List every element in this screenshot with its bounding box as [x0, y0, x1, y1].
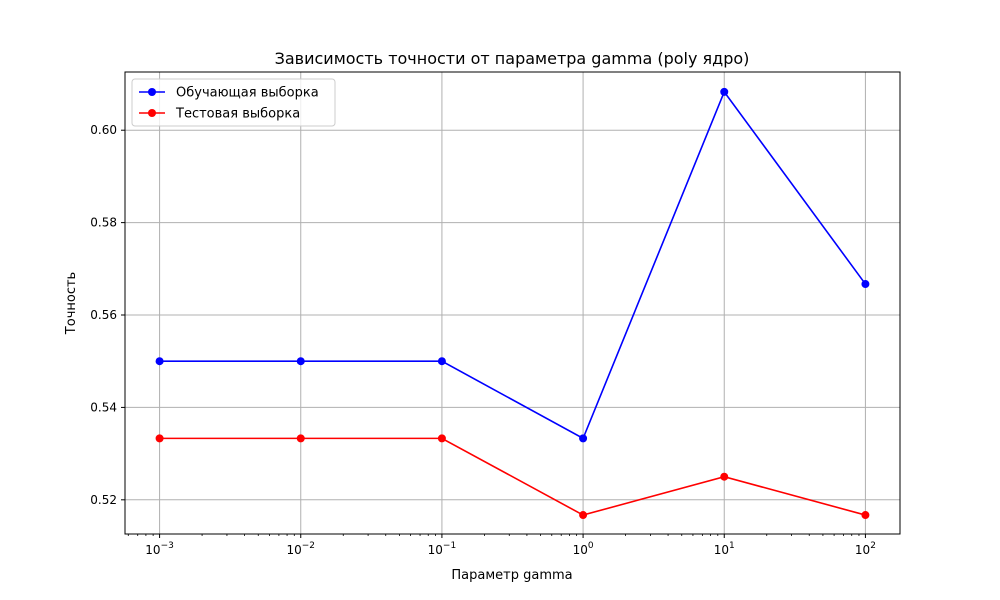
- series-2-point: [437, 434, 446, 443]
- y-tick-label: 0.52: [90, 493, 117, 507]
- legend-label-1: Обучающая выборка: [176, 86, 319, 101]
- y-tick-label: 0.60: [90, 123, 117, 137]
- series-1-point: [437, 357, 446, 366]
- x-axis-ticks: 10−3 10−2 10−1 100 101 102: [127, 534, 876, 557]
- series-1-point: [720, 87, 729, 96]
- x-tick-label: 10−3: [145, 541, 174, 557]
- series-layer: [155, 87, 870, 520]
- series-1-point: [296, 357, 305, 366]
- x-tick-label: 101: [714, 541, 735, 557]
- y-tick-label: 0.56: [90, 308, 117, 322]
- legend-marker-1: [148, 88, 156, 96]
- y-tick-label: 0.54: [90, 400, 117, 414]
- x-axis-label: Параметр gamma: [451, 568, 572, 583]
- chart-title: Зависимость точности от параметра gamma …: [275, 49, 750, 68]
- y-axis-label: Точность: [64, 272, 79, 335]
- y-tick-label: 0.58: [90, 216, 117, 230]
- x-tick-label: 10−2: [286, 541, 315, 557]
- series-2-point: [579, 511, 588, 520]
- legend-box: [131, 78, 336, 127]
- series-line-1: [159, 90, 867, 440]
- x-tick-label: 102: [855, 541, 876, 557]
- series-1-point: [155, 357, 164, 366]
- series-2-point: [155, 434, 164, 443]
- series-line-2: [159, 437, 866, 516]
- y-axis-ticks: 0.52 0.54 0.56 0.58 0.60: [90, 123, 125, 507]
- axes-frame: [124, 71, 901, 535]
- legend-label-2: Тестовая выборка: [175, 107, 300, 122]
- grid-lines: [125, 72, 900, 534]
- legend: Обучающая выборка Тестовая выборка: [131, 78, 336, 127]
- series-1-point: [579, 434, 588, 443]
- series-2-point: [720, 472, 729, 481]
- series-2-point: [296, 434, 305, 443]
- legend-marker-2: [148, 109, 156, 117]
- series-1-point: [861, 280, 870, 289]
- series-2-point: [861, 511, 870, 520]
- x-tick-label: 100: [573, 541, 594, 557]
- x-tick-label: 10−1: [428, 541, 457, 557]
